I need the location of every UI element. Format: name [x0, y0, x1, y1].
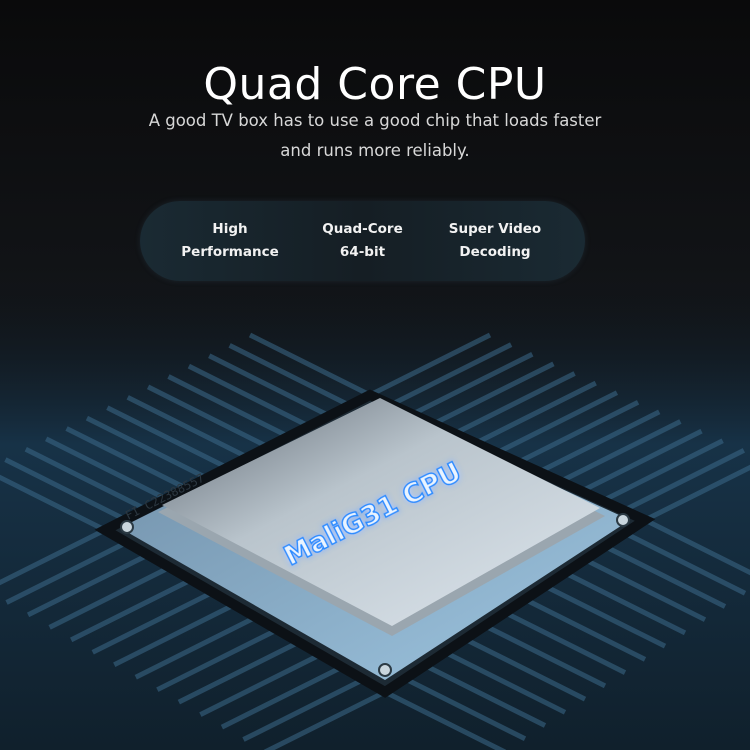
trace [134, 614, 257, 680]
trace [643, 464, 750, 523]
feature-quad-core: Quad-Core 64-bit [303, 218, 423, 264]
trace [411, 351, 534, 417]
trace [242, 677, 365, 742]
trace [543, 583, 667, 649]
page-title: Quad Core CPU [203, 59, 547, 111]
trace [5, 540, 128, 605]
trace [503, 610, 627, 675]
trace [453, 371, 576, 436]
trace [106, 405, 229, 470]
trace [65, 426, 188, 491]
trace [167, 374, 290, 439]
page-subtitle: A good TV box has to use a good chip tha… [0, 106, 750, 166]
trace [220, 664, 344, 730]
trace [156, 627, 279, 692]
feature-text: Super Video [448, 221, 542, 237]
feature-text: High [212, 221, 248, 237]
feature-text: Quad-Core [322, 221, 403, 237]
trace [643, 517, 750, 576]
trace [45, 436, 168, 502]
feature-pill: High Performance Quad-Core 64-bit Super … [140, 201, 585, 281]
feature-text: Performance [181, 244, 279, 260]
trace [443, 650, 567, 715]
subtitle-line: A good TV box has to use a good chip tha… [148, 111, 602, 130]
screw-icon [616, 513, 630, 527]
trace [4, 457, 127, 522]
trace [622, 448, 745, 513]
trace [126, 395, 249, 460]
chip-die [162, 398, 600, 626]
trace [390, 342, 513, 407]
trace [228, 343, 351, 408]
trace [580, 428, 703, 494]
trace [463, 636, 587, 702]
trace [495, 390, 619, 455]
trace [187, 363, 310, 429]
trace [538, 409, 661, 475]
trace [523, 597, 647, 662]
trace [474, 380, 597, 446]
trace [70, 577, 193, 643]
screw-icon [378, 663, 392, 677]
trace [0, 474, 107, 533]
trace [601, 438, 724, 504]
trace [432, 361, 555, 427]
trace [383, 689, 507, 750]
subtitle-line: and runs more reliably. [280, 141, 470, 160]
trace [146, 384, 270, 450]
trace [208, 353, 331, 419]
trace [623, 530, 747, 596]
trace [423, 663, 547, 728]
trace [263, 689, 387, 750]
trace [0, 527, 107, 586]
feature-text: Decoding [459, 244, 531, 260]
trace [91, 590, 214, 655]
feature-high-performance: High Performance [170, 218, 290, 264]
feature-video-decoding: Super Video Decoding [435, 218, 555, 264]
screw-icon [120, 520, 134, 534]
trace [559, 419, 682, 484]
trace [85, 415, 209, 481]
board-traces [0, 332, 750, 750]
trace [177, 639, 300, 705]
trace [24, 446, 147, 512]
trace [199, 652, 322, 717]
trace [368, 332, 492, 398]
trace [26, 552, 150, 618]
trace [403, 676, 527, 742]
trace [248, 332, 372, 398]
trace [48, 565, 171, 630]
trace [603, 544, 727, 609]
feature-text: 64-bit [339, 244, 386, 260]
trace [516, 400, 640, 465]
trace [483, 623, 607, 689]
trace [113, 602, 236, 668]
trace [583, 557, 707, 622]
trace [563, 570, 687, 636]
